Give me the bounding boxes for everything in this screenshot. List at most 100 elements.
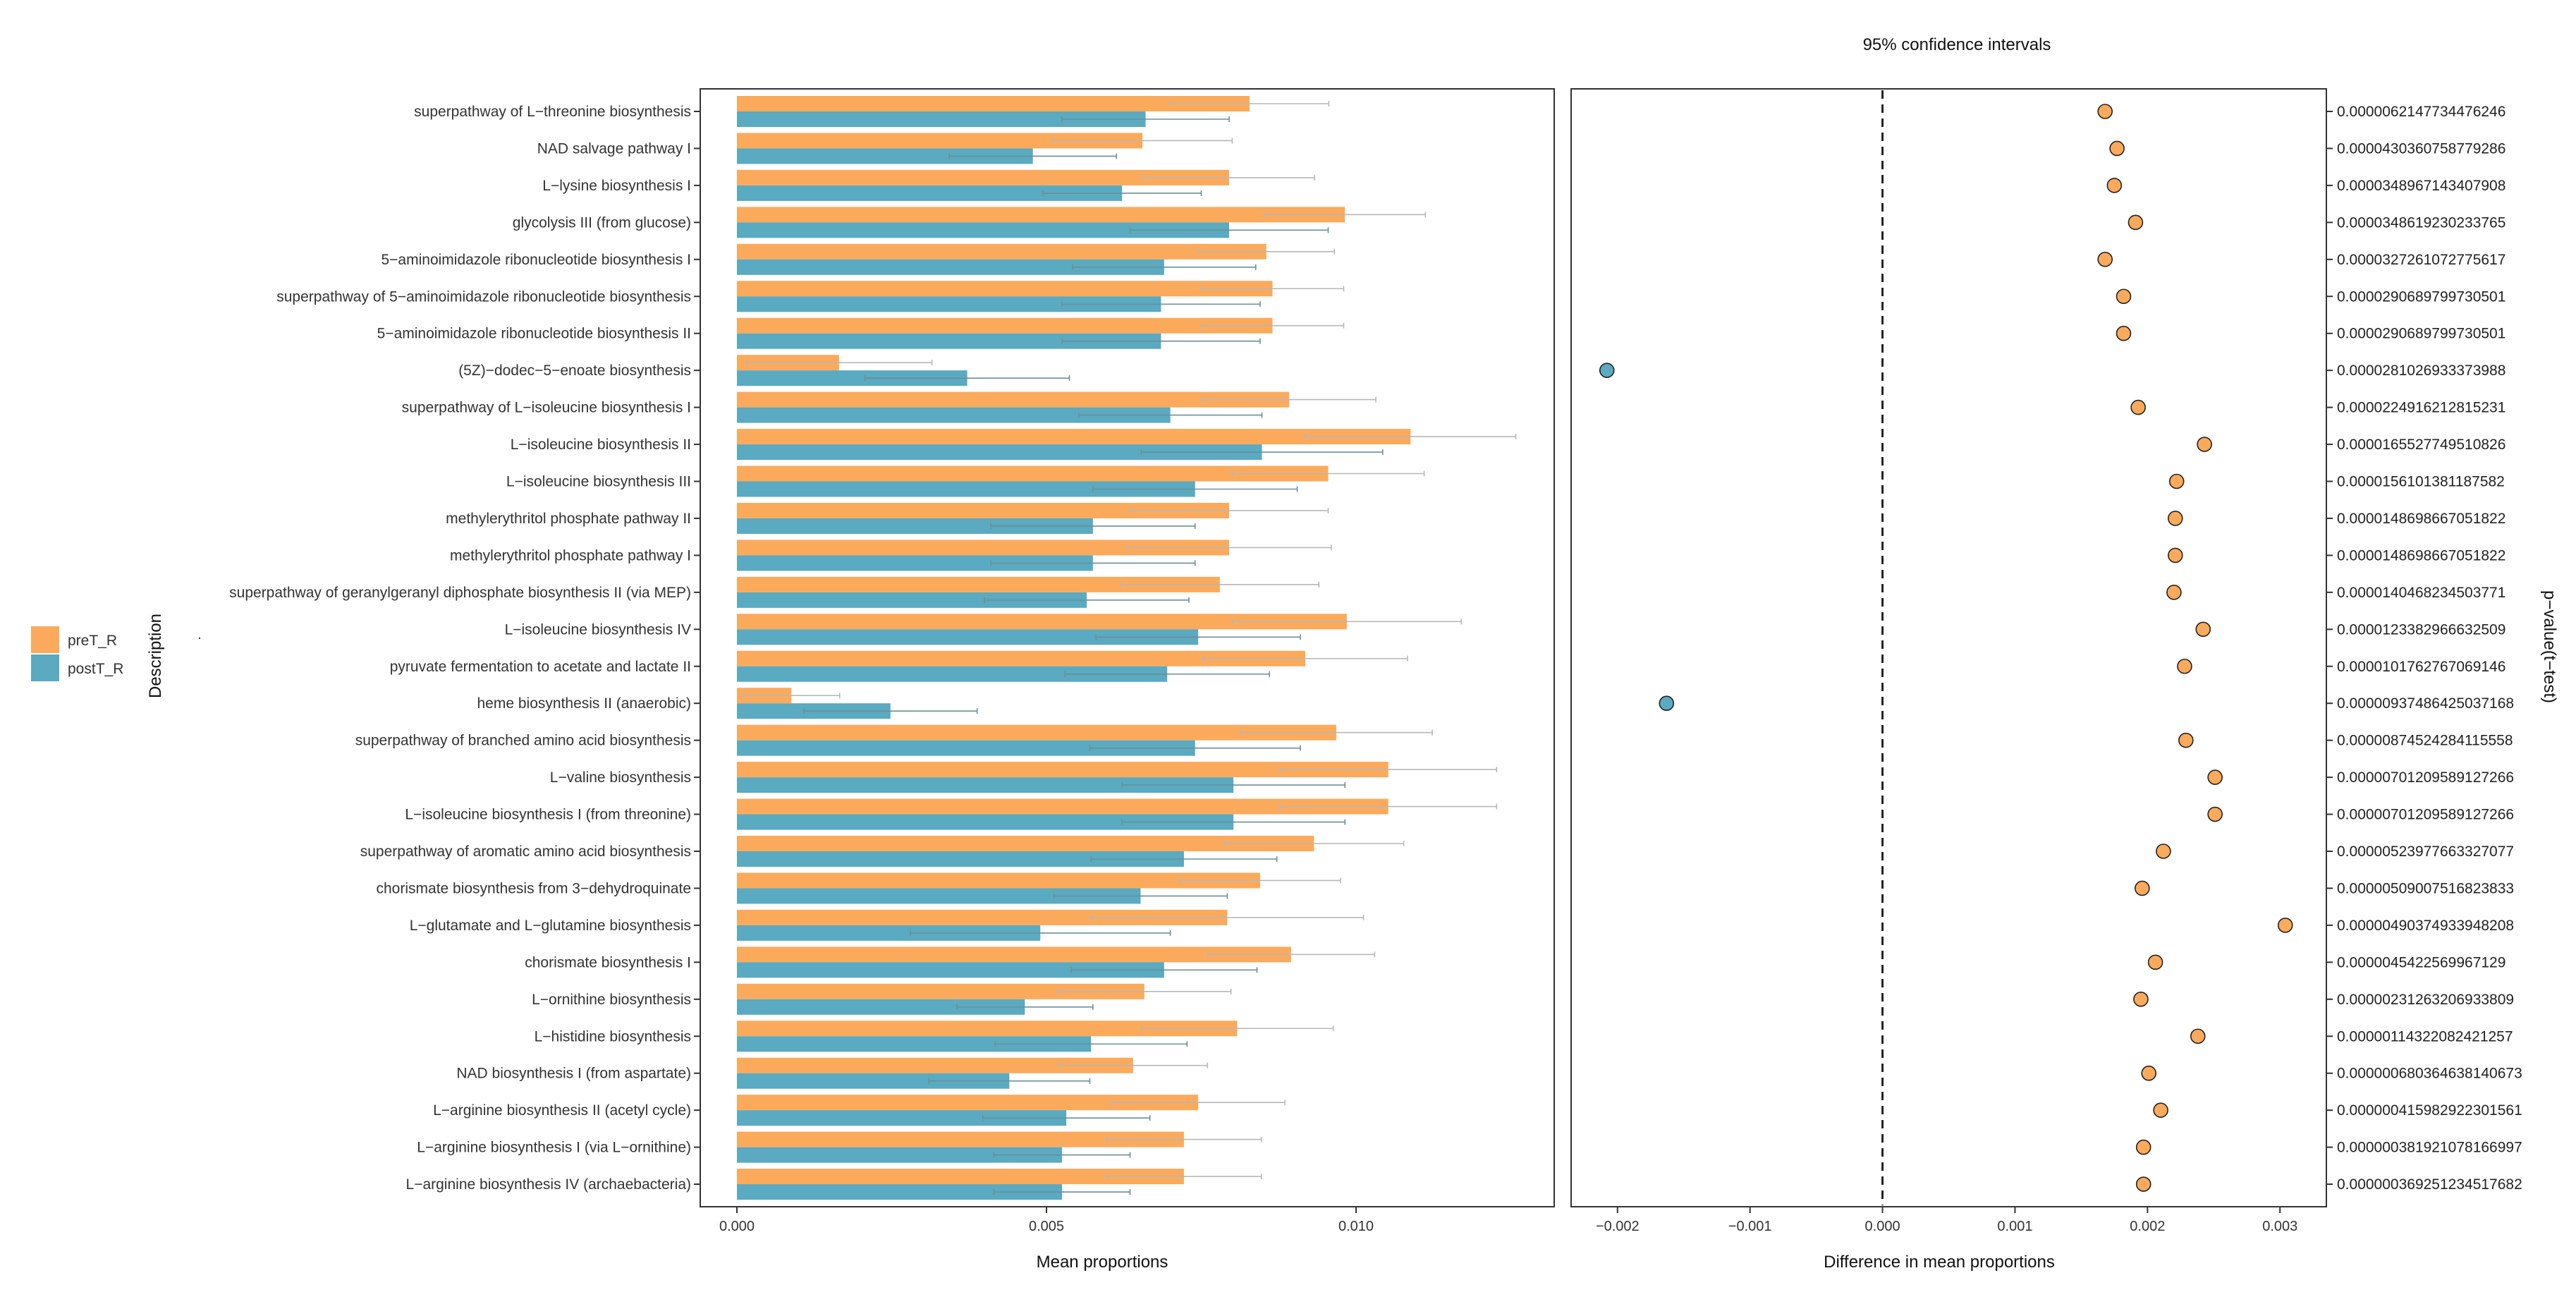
ci-x-axis-title: Difference in mean proportions xyxy=(1824,1253,2055,1272)
ci-point xyxy=(2116,325,2132,341)
ci-point xyxy=(2207,769,2223,785)
ci-point xyxy=(2116,288,2132,305)
p-value-label: 0.00000701209589127266 xyxy=(2337,807,2514,823)
bar-post xyxy=(737,1110,1067,1126)
ci-point xyxy=(2153,1102,2168,1118)
bar-post xyxy=(737,851,1184,867)
bar-post xyxy=(737,481,1195,497)
category-label: L−arginine biosynthesis IV (archaebacter… xyxy=(406,1176,691,1193)
ci-point xyxy=(2195,621,2211,638)
category-label: methylerythritol phosphate pathway I xyxy=(450,547,691,564)
p-value-label: 0.00000231263206933809 xyxy=(2337,992,2514,1008)
category-label: 5−aminoimidazole ribonucleotide biosynth… xyxy=(377,326,691,342)
bar-pre xyxy=(737,983,1144,999)
ci-point xyxy=(2156,844,2171,859)
error-bar-group xyxy=(742,101,1517,1195)
y-axis-title: Description xyxy=(146,614,165,698)
category-label: L−isoleucine biosynthesis I (from threon… xyxy=(405,807,691,823)
bar-pre xyxy=(737,281,1273,297)
category-label: L−arginine biosynthesis I (via L−ornithi… xyxy=(417,1140,691,1156)
ci-point xyxy=(1659,695,1675,712)
bar-pre xyxy=(737,724,1336,741)
category-label: L−isoleucine biosynthesis II xyxy=(511,437,691,453)
p-value-label: 0.0000045422569967129 xyxy=(2337,954,2505,970)
category-label: chorismate biosynthesis I xyxy=(525,954,691,970)
bar-pre xyxy=(737,576,1220,592)
category-label: L−isoleucine biosynthesis IV xyxy=(505,621,691,638)
ci-point xyxy=(2109,140,2125,157)
bar-post xyxy=(737,333,1161,349)
bar-post xyxy=(737,518,1093,534)
category-label: L−lysine biosynthesis I xyxy=(542,178,691,194)
category-label: superpathway of 5−aminoimidazole ribonuc… xyxy=(276,288,691,305)
bar-pre xyxy=(737,798,1388,815)
legend-swatch-pre xyxy=(31,626,59,653)
bar-pre xyxy=(737,1057,1133,1073)
category-label: L−arginine biosynthesis II (acetyl cycle… xyxy=(433,1102,691,1119)
bar-pre xyxy=(737,207,1345,223)
category-label: pyruvate fermentation to acetate and lac… xyxy=(390,659,691,675)
bar-pre xyxy=(737,1169,1184,1185)
bar-x-axis-title: Mean proportions xyxy=(1037,1253,1168,1272)
category-label: NAD biosynthesis I (from aspartate) xyxy=(456,1066,691,1082)
p-value-label: 0.000000680364638140673 xyxy=(2337,1066,2522,1082)
bar-pre xyxy=(737,465,1329,482)
ci-point xyxy=(2128,214,2144,231)
ci-point xyxy=(2147,954,2163,970)
bar-pre xyxy=(737,391,1290,408)
bar-post xyxy=(737,1036,1092,1052)
category-label: superpathway of L−isoleucine biosynthesi… xyxy=(402,400,691,416)
p-value-label: 0.0000062147734476246 xyxy=(2337,104,2505,120)
bar-pre xyxy=(737,650,1306,666)
bar-pre xyxy=(737,1095,1199,1111)
bar-pre xyxy=(737,96,1250,111)
bar-x-axis: 0.000 0.005 0.010 xyxy=(719,1207,1374,1234)
p-value-label: 0.00000523977663327077 xyxy=(2337,844,2514,860)
bar-post xyxy=(737,962,1164,978)
ci-point xyxy=(2190,1028,2206,1045)
bar-post xyxy=(737,925,1041,941)
ci-point xyxy=(2133,992,2149,1007)
category-label: heme biosynthesis II (anaerobic) xyxy=(477,695,692,712)
bar-pre xyxy=(737,946,1291,963)
ci-chart-title: 95% confidence intervals xyxy=(1863,35,2051,54)
legend-label-pre: preT_R xyxy=(68,633,117,649)
bar-post xyxy=(737,444,1262,461)
bar-series-group xyxy=(737,96,1411,1200)
p-value-label: 0.00000937486425037168 xyxy=(2337,695,2514,712)
x-tick-label: 0.002 xyxy=(2130,1219,2165,1234)
bar-pre xyxy=(737,169,1230,185)
p-value-labels: 0.0000062147734476246 0.00004303607587792… xyxy=(2326,104,2522,1193)
category-label: L−isoleucine biosynthesis III xyxy=(506,474,691,490)
ci-point xyxy=(2130,399,2146,415)
bar-post xyxy=(737,370,967,386)
ci-point xyxy=(2168,547,2183,564)
category-label: superpathway of branched amino acid bios… xyxy=(355,733,691,749)
bar-pre xyxy=(737,243,1266,260)
p-value-label: 0.000000415982922301561 xyxy=(2337,1102,2522,1119)
bar-pre xyxy=(737,614,1347,630)
bar-post xyxy=(737,222,1230,238)
category-label: NAD salvage pathway I xyxy=(537,140,691,157)
p-value-axis-title: p−value(t−test) xyxy=(2540,590,2559,703)
p-value-label: 0.000000381921078166997 xyxy=(2337,1140,2522,1156)
x-tick-label: 0.000 xyxy=(1865,1219,1900,1234)
bar-pre xyxy=(737,909,1228,925)
bar-pre xyxy=(737,133,1143,149)
ci-point xyxy=(2141,1065,2157,1081)
ci-point xyxy=(2277,918,2293,933)
bar-pre xyxy=(737,1131,1184,1147)
x-tick-label: 0.003 xyxy=(2262,1219,2297,1234)
bar-post xyxy=(737,185,1123,201)
bar-pre xyxy=(737,836,1314,851)
ci-panel-frame xyxy=(1570,88,2327,1207)
bar-post xyxy=(737,999,1025,1015)
p-value-label: 0.0000430360758779286 xyxy=(2337,140,2505,157)
p-value-label: 0.0000101762767069146 xyxy=(2337,659,2505,675)
bar-post xyxy=(737,740,1195,756)
x-tick-label: 0.001 xyxy=(1997,1219,2032,1234)
bar-panel-frame xyxy=(700,88,1555,1207)
p-value-label: 0.0000148698667051822 xyxy=(2337,511,2505,527)
stray-mark: . xyxy=(197,626,202,643)
